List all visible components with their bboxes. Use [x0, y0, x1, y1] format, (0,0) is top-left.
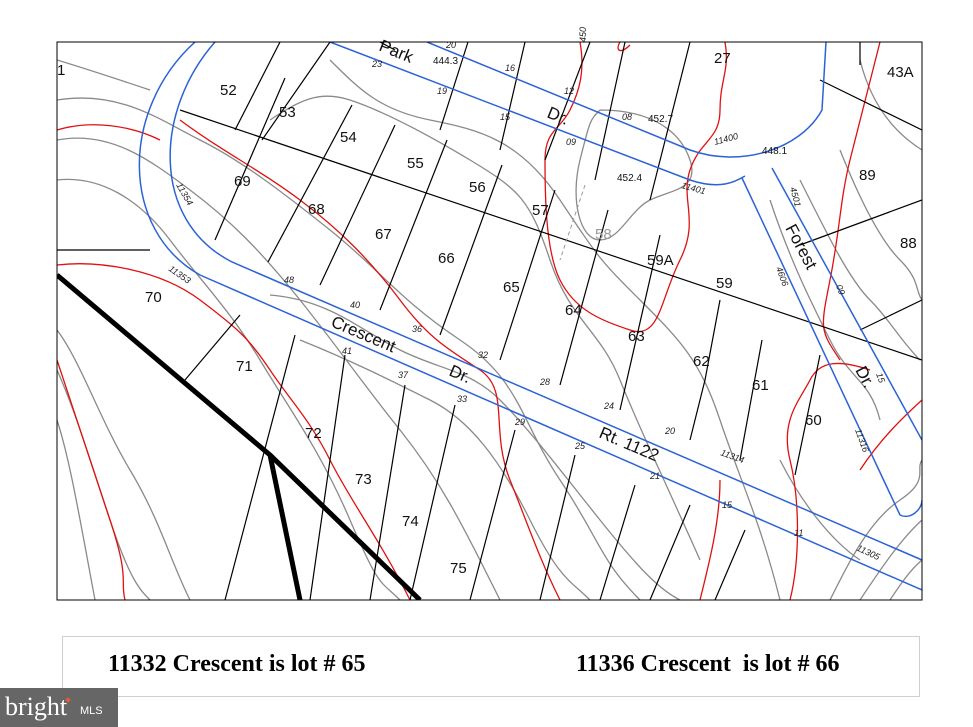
lot-label: 75	[450, 560, 467, 577]
elevation-label: 448.1	[762, 146, 787, 157]
elevation-label: 452.4	[617, 173, 642, 184]
elevation-label: 452.7	[648, 114, 673, 125]
lot-label: 27	[714, 50, 731, 67]
lot-label: 59	[716, 275, 733, 292]
house-number: 15	[500, 112, 511, 122]
lot-label: 73	[355, 471, 372, 488]
house-number: 24	[603, 401, 614, 411]
house-number: 16	[505, 63, 515, 73]
lot-lines	[57, 42, 922, 600]
elevation-label: 444.3	[433, 56, 458, 67]
lot-label: 69	[234, 173, 251, 190]
watermark-suffix: MLS	[80, 705, 103, 717]
roads	[138, 42, 922, 591]
house-number-labels: 20 23 19 16 12 15 09 08 48 40 36 41 32 3…	[284, 40, 887, 538]
house-number: 32	[478, 350, 488, 360]
lot-label: 72	[305, 425, 322, 442]
lot-label: 57	[532, 202, 549, 219]
house-number: 15	[874, 371, 887, 385]
house-number: 19	[437, 86, 447, 96]
house-number: 41	[342, 346, 352, 356]
lot-label: 60	[805, 412, 822, 429]
property-boundary	[57, 273, 422, 600]
lot-label: 65	[503, 279, 520, 296]
lot-label: 56	[469, 179, 486, 196]
major-contours	[57, 42, 922, 600]
lot-label: 54	[340, 129, 357, 146]
lot-label: 59A	[647, 252, 674, 269]
lot-labels: 1 52 53 54 55 56 57 58 59A 59 27 43A 89 …	[57, 50, 917, 577]
house-number: 28	[539, 377, 550, 387]
caption-lot-66: 11336 Crescent is lot # 66	[576, 651, 840, 677]
house-number: 15	[722, 500, 733, 510]
dashed-line	[559, 184, 586, 261]
house-number: 12	[564, 86, 574, 96]
lot-label: 58	[595, 226, 612, 243]
house-number: 20	[445, 40, 456, 50]
house-number: 37	[398, 370, 409, 380]
lot-label: 67	[375, 226, 392, 243]
lot-label: 89	[859, 167, 876, 184]
lot-label: 53	[279, 104, 296, 121]
minor-contours	[57, 59, 922, 600]
house-number: 20	[664, 426, 675, 436]
bright-mls-watermark: bright MLS	[0, 688, 118, 727]
house-number: 25	[574, 441, 586, 451]
map-frame	[56, 41, 923, 601]
house-number: 23	[371, 59, 382, 69]
lot-label: 52	[220, 82, 237, 99]
lot-label: 62	[693, 353, 710, 370]
house-number: 33	[457, 394, 467, 404]
lot-label: 61	[752, 377, 769, 394]
lot-label: 1	[57, 62, 65, 79]
lot-label: 74	[402, 513, 419, 530]
lot-label: 43A	[887, 64, 914, 81]
address-label: 450	[578, 27, 588, 42]
house-number: 21	[649, 471, 660, 481]
lot-label: 70	[145, 289, 162, 306]
lot-label: 63	[628, 328, 645, 345]
lot-label: 71	[236, 358, 253, 375]
lot-label: 68	[308, 201, 325, 218]
caption-box: 11332 Crescent is lot # 65 11336 Crescen…	[62, 636, 920, 697]
elevation-labels: 444.3 452.7 452.4 448.1	[433, 56, 787, 184]
house-number: 11	[794, 528, 803, 538]
house-number: 40	[350, 300, 360, 310]
watermark-brand: bright	[5, 692, 68, 721]
lot-label: 88	[900, 235, 917, 252]
house-number: 08	[622, 112, 632, 122]
house-number: 29	[514, 417, 525, 427]
house-number: 48	[284, 275, 294, 285]
house-number: 09	[834, 283, 847, 296]
house-number: 36	[412, 324, 422, 334]
caption-lot-65: 11332 Crescent is lot # 65	[108, 651, 366, 677]
lot-label: 55	[407, 155, 424, 172]
lot-label: 66	[438, 250, 455, 267]
house-number: 09	[566, 137, 576, 147]
lot-label: 64	[565, 302, 582, 319]
